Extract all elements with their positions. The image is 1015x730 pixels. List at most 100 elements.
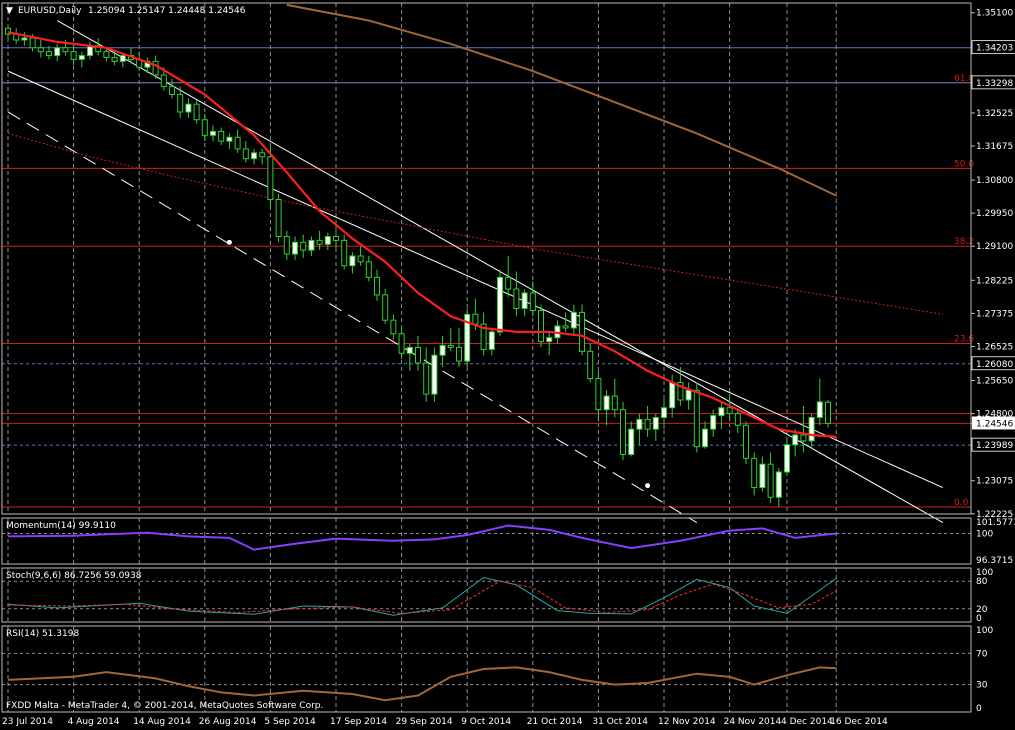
candle-body bbox=[292, 241, 298, 255]
time-axis-label: 4 Aug 2014 bbox=[68, 717, 120, 727]
panel-border-1 bbox=[1, 517, 972, 565]
candle bbox=[316, 230, 323, 251]
candle-body bbox=[505, 276, 512, 290]
candle-body bbox=[78, 55, 85, 60]
candle bbox=[382, 289, 389, 325]
candle-body bbox=[152, 60, 159, 76]
candle-body bbox=[177, 93, 184, 113]
momentum-title: Momentum(14) 99.9110 bbox=[6, 521, 116, 531]
candle-body bbox=[472, 313, 479, 325]
candle bbox=[242, 141, 249, 163]
candle-body bbox=[702, 428, 708, 448]
candle-body bbox=[685, 389, 692, 401]
price-level-badge bbox=[971, 437, 1015, 452]
candle bbox=[825, 399, 831, 428]
price-level-badge bbox=[971, 75, 1015, 90]
candle bbox=[702, 421, 708, 449]
candle-body bbox=[357, 255, 364, 263]
candle-body bbox=[800, 434, 807, 442]
candle bbox=[464, 308, 471, 367]
candle bbox=[46, 45, 52, 60]
panel-border-2 bbox=[1, 567, 972, 623]
candle bbox=[324, 232, 331, 251]
candle-body bbox=[210, 130, 216, 136]
time-axis-label: 17 Sep 2014 bbox=[330, 717, 387, 727]
candle bbox=[620, 401, 626, 461]
candle bbox=[497, 269, 503, 336]
candle bbox=[357, 246, 364, 266]
candle-body bbox=[333, 236, 339, 241]
candle bbox=[103, 47, 110, 62]
candle bbox=[603, 390, 610, 426]
sma-line bbox=[7, 31, 837, 438]
candle bbox=[767, 452, 774, 504]
stochastic-title: Stoch(9,6,6) 86.7256 59.0938 bbox=[6, 571, 142, 581]
candle-body bbox=[119, 55, 126, 62]
candle-body bbox=[201, 119, 208, 136]
candle-body bbox=[480, 323, 487, 350]
candle bbox=[759, 456, 766, 492]
candle bbox=[562, 312, 569, 332]
stochastic-panel[interactable]: Stoch(9,6,6) 86.7256 59.0938 bbox=[2, 571, 971, 616]
panel-borders bbox=[1, 2, 972, 713]
candle-body bbox=[283, 236, 290, 255]
candle bbox=[78, 51, 85, 68]
candle-body bbox=[611, 395, 618, 411]
candle-body bbox=[488, 331, 495, 350]
candle-body bbox=[234, 136, 241, 150]
fib-level-label: 23.6 bbox=[954, 335, 974, 345]
candle-body bbox=[521, 292, 528, 310]
candle bbox=[177, 86, 184, 118]
time-axis-label: 24 Nov 2014 bbox=[724, 717, 782, 727]
collapse-arrow-icon[interactable]: ▼ bbox=[6, 6, 13, 16]
candle bbox=[37, 39, 44, 58]
candle bbox=[169, 78, 175, 99]
candle bbox=[775, 468, 782, 507]
candle bbox=[152, 55, 159, 79]
candle-body bbox=[382, 294, 389, 321]
channel-lower-line bbox=[7, 111, 698, 523]
candle bbox=[431, 347, 438, 402]
candle bbox=[251, 148, 257, 165]
fib-level-label: 61.8 bbox=[954, 74, 974, 84]
stochastic-main-line bbox=[7, 576, 837, 616]
price-axis-label: 1.33298 bbox=[976, 79, 1013, 89]
candle-body bbox=[497, 276, 503, 333]
candle bbox=[726, 394, 733, 422]
candle-body bbox=[726, 407, 733, 415]
candle bbox=[808, 413, 815, 449]
candle-body bbox=[456, 346, 462, 362]
candle-body bbox=[160, 74, 167, 88]
price-axis-label: 1.34203 bbox=[976, 44, 1013, 54]
time-axis-label: 29 Sep 2014 bbox=[396, 717, 453, 727]
candle bbox=[283, 230, 290, 260]
price-axis[interactable]: 1.35100 1.34203 1.33298 1.32525 1.31675 1.308… bbox=[971, 9, 1015, 714]
candle-body bbox=[185, 103, 192, 113]
price-axis-label: 1.30800 bbox=[976, 176, 1013, 186]
candle bbox=[595, 370, 602, 422]
price-axis-label: 1.35100 bbox=[976, 9, 1013, 19]
time-axis-label: 5 Sep 2014 bbox=[264, 717, 316, 727]
time-axis[interactable]: 23 Jul 2014 4 Aug 2014 14 Aug 2014 26 Aug 2… bbox=[2, 717, 888, 727]
candle-body bbox=[111, 56, 118, 62]
candle bbox=[70, 45, 77, 66]
candle-body bbox=[218, 130, 225, 142]
candle-body bbox=[415, 346, 421, 364]
candle bbox=[587, 343, 594, 383]
candle-body bbox=[431, 354, 438, 395]
anchor-point bbox=[226, 239, 232, 245]
price-axis-label: 1.32525 bbox=[976, 109, 1013, 119]
rsi-panel[interactable]: RSI(14) 51.3198 FXDD Malta - MetaTrader … bbox=[2, 629, 971, 711]
momentum-panel[interactable]: Momentum(14) 99.9110 bbox=[2, 521, 971, 551]
time-axis-label: 9 Oct 2014 bbox=[461, 717, 511, 727]
candle-body bbox=[406, 346, 413, 354]
moving-averages bbox=[7, 3, 943, 315]
candle bbox=[365, 255, 372, 282]
candle-body bbox=[693, 389, 700, 448]
candle-body bbox=[374, 276, 380, 296]
rsi-line bbox=[7, 666, 837, 702]
candle bbox=[259, 148, 266, 165]
price-panel[interactable]: 61.8 50.0 38.2 23.6 0.0 ▼ EURUSD,Daily 1.250… bbox=[2, 3, 974, 712]
candle-body bbox=[300, 241, 307, 251]
